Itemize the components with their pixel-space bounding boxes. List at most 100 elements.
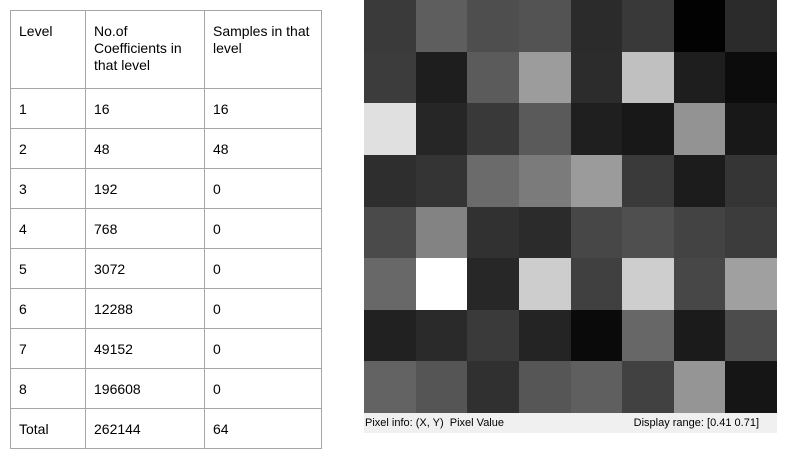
pixel-cell	[518, 361, 571, 413]
pixel-cell	[364, 0, 416, 52]
pixel-cell	[570, 0, 623, 52]
total-coefficients: 262144	[85, 408, 205, 449]
cell-samples: 48	[204, 128, 322, 169]
pixel-cell	[364, 309, 416, 362]
pixel-cell	[364, 154, 416, 207]
pixel-cell	[622, 154, 674, 207]
pixel-cell	[518, 309, 571, 362]
image-viewer: Pixel info: (X, Y) Pixel Value Display r…	[364, 0, 777, 434]
pixel-cell	[725, 0, 777, 52]
pixel-cell	[570, 206, 623, 259]
pixel-cell	[622, 206, 674, 259]
pixel-cell	[673, 51, 726, 104]
cell-level: 6	[10, 288, 86, 329]
levels-table: Level No.of Coefficients in that level S…	[10, 10, 322, 449]
cell-level: 7	[10, 328, 86, 369]
pixel-cell	[364, 361, 416, 413]
pixel-cell	[673, 361, 726, 413]
pixel-cell	[467, 206, 519, 259]
cell-coefficients: 768	[85, 208, 205, 249]
cell-coefficients: 3072	[85, 248, 205, 289]
pixel-cell	[673, 206, 726, 259]
pixel-cell	[518, 51, 571, 104]
table-row: 2 48 48	[10, 128, 322, 169]
pixel-cell	[673, 154, 726, 207]
pixel-cell	[518, 258, 571, 310]
pixel-cell	[415, 103, 468, 155]
pixel-cell	[673, 309, 726, 362]
header-level: Level	[10, 10, 86, 89]
cell-samples: 0	[204, 208, 322, 249]
table-body: 1 16 16 2 48 48 3 192 0 4 768 0 5 3072 0 6 12288 0 7 49152 0…	[10, 88, 322, 409]
pixel-cell	[725, 206, 777, 259]
cell-level: 2	[10, 128, 86, 169]
cell-coefficients: 12288	[85, 288, 205, 329]
pixel-cell	[673, 258, 726, 310]
pixel-cell	[415, 309, 468, 362]
pixel-cell	[570, 309, 623, 362]
pixel-cell	[570, 51, 623, 104]
cell-level: 8	[10, 368, 86, 409]
pixel-image[interactable]	[364, 0, 777, 413]
total-samples: 64	[204, 408, 322, 449]
pixel-cell	[570, 258, 623, 310]
cell-coefficients: 48	[85, 128, 205, 169]
pixel-cell	[467, 0, 519, 52]
header-samples: Samples in that level	[204, 10, 322, 89]
display-range-label: Display range: [0.41 0.71]	[633, 417, 759, 429]
pixel-cell	[415, 361, 468, 413]
pixel-cell	[622, 309, 674, 362]
table-row: 8 196608 0	[10, 368, 322, 409]
cell-level: 4	[10, 208, 86, 249]
pixel-cell	[518, 154, 571, 207]
cell-level: 1	[10, 88, 86, 129]
cell-samples: 0	[204, 368, 322, 409]
pixel-cell	[622, 258, 674, 310]
pixel-cell	[570, 103, 623, 155]
cell-level: 3	[10, 168, 86, 209]
table-row: 7 49152 0	[10, 328, 322, 369]
pixel-cell	[725, 103, 777, 155]
cell-samples: 0	[204, 288, 322, 329]
table-header: Level No.of Coefficients in that level S…	[10, 10, 322, 89]
pixel-cell	[518, 206, 571, 259]
pixel-cell	[467, 154, 519, 207]
table-row: 1 16 16	[10, 88, 322, 129]
total-row: Total 262144 64	[10, 408, 322, 449]
cell-samples: 0	[204, 168, 322, 209]
table-row: 3 192 0	[10, 168, 322, 209]
pixel-cell	[467, 258, 519, 310]
pixel-cell	[622, 103, 674, 155]
pixel-cell	[622, 0, 674, 52]
pixel-cell	[725, 258, 777, 310]
pixel-cell	[364, 206, 416, 259]
table-row: 6 12288 0	[10, 288, 322, 329]
pixel-cell	[725, 51, 777, 104]
pixel-cell	[467, 103, 519, 155]
pixel-cell	[364, 258, 416, 310]
cell-coefficients: 16	[85, 88, 205, 129]
pixel-cell	[364, 103, 416, 155]
pixel-cell	[415, 154, 468, 207]
pixel-cell	[518, 103, 571, 155]
pixel-cell	[415, 206, 468, 259]
pixel-cell	[518, 0, 571, 52]
pixel-cell	[570, 361, 623, 413]
pixel-cell	[364, 51, 416, 104]
pixel-cell	[467, 51, 519, 104]
pixel-cell	[415, 0, 468, 52]
cell-coefficients: 196608	[85, 368, 205, 409]
cell-coefficients: 49152	[85, 328, 205, 369]
pixel-cell	[467, 309, 519, 362]
pixel-cell	[415, 258, 468, 310]
pixel-cell	[415, 51, 468, 104]
pixel-cell	[725, 309, 777, 362]
pixel-cell	[622, 51, 674, 104]
pixel-cell	[570, 154, 623, 207]
table-row: 5 3072 0	[10, 248, 322, 289]
pixel-cell	[725, 361, 777, 413]
pixel-info-label: Pixel info: (X, Y) Pixel Value	[365, 417, 504, 429]
table-row: 4 768 0	[10, 208, 322, 249]
pixel-cell	[725, 154, 777, 207]
table-footer: Total 262144 64	[10, 408, 322, 449]
